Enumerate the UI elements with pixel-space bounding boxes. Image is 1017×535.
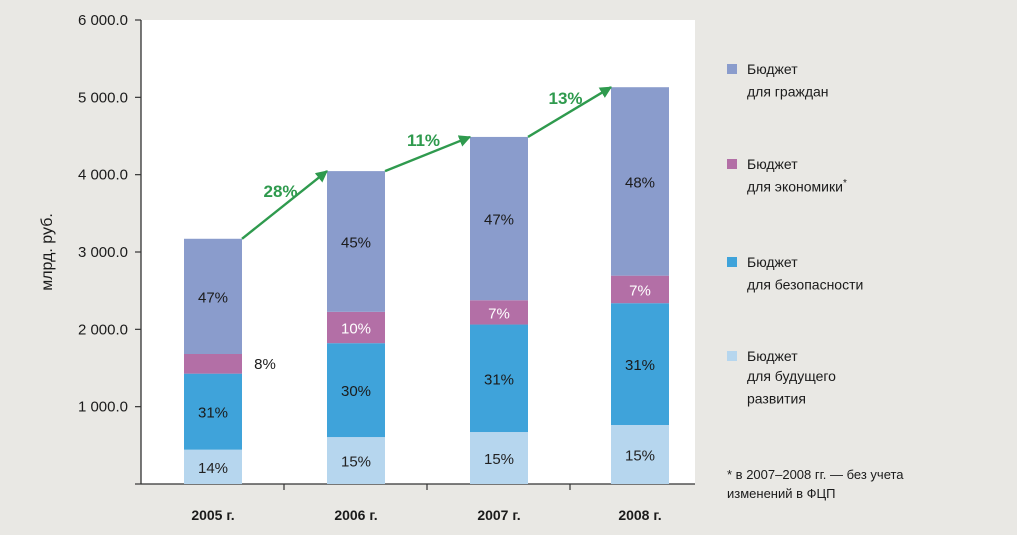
bar-segment	[327, 311, 385, 344]
bar-segment	[327, 343, 385, 438]
y-tick-label: 3 000.0	[78, 244, 128, 261]
growth-arrow	[241, 170, 328, 240]
legend-label-security: Бюджет для безопасности	[747, 254, 864, 293]
bar-data-label: 7%	[488, 305, 510, 322]
bar-segment	[611, 424, 669, 484]
bar-data-label: 15%	[625, 447, 655, 464]
growth-label: 13%	[548, 89, 582, 108]
bar-segment	[184, 449, 242, 484]
bar-segment	[470, 136, 528, 301]
legend-label-future: Бюджет для будущего развития	[747, 348, 836, 407]
bar-segment	[184, 373, 242, 450]
bar-data-label: 10%	[341, 321, 371, 338]
bar-segment	[470, 324, 528, 433]
bar-data-label: 31%	[625, 357, 655, 374]
bar-data-label: 7%	[629, 282, 651, 299]
growth-arrow	[527, 86, 613, 138]
growth-label: 11%	[407, 131, 440, 150]
bar-data-label: 47%	[198, 289, 228, 306]
x-tick-label: 2005 г.	[191, 507, 234, 523]
bar-segment	[470, 432, 528, 484]
bar-segment	[611, 275, 669, 304]
bar-segment	[184, 354, 242, 374]
y-axis-label: млрд. руб.	[39, 213, 56, 291]
bar-data-label: 15%	[484, 451, 514, 468]
bar-data-label: 8%	[254, 356, 276, 373]
y-tick-label: 2 000.0	[78, 321, 128, 338]
x-tick-label: 2008 г.	[618, 507, 661, 523]
growth-arrow	[384, 135, 472, 173]
bar-segment	[611, 303, 669, 425]
bar-segment	[611, 87, 669, 276]
y-tick-label: 4 000.0	[78, 167, 128, 184]
growth-label: 28%	[263, 182, 297, 201]
bar-data-label: 14%	[198, 460, 228, 477]
legend-swatch-security	[727, 257, 737, 267]
bar-segment	[327, 437, 385, 484]
y-tick-label: 1 000.0	[78, 399, 128, 416]
bar-data-label: 15%	[341, 454, 371, 471]
bar-data-label: 31%	[198, 405, 228, 422]
y-tick-label: 6 000.0	[78, 12, 128, 29]
bar-data-label: 47%	[484, 212, 514, 229]
legend-label-economy: Бюджет для экономики*	[747, 156, 847, 195]
bar-data-label: 31%	[484, 371, 514, 388]
x-tick-label: 2006 г.	[334, 507, 377, 523]
legend-swatch-economy	[727, 159, 737, 169]
bar-data-label: 48%	[625, 174, 655, 191]
bar-segment	[470, 300, 528, 325]
legend-label-citizens: Бюджет для граждан	[747, 61, 829, 100]
x-tick-label: 2007 г.	[477, 507, 520, 523]
bar-segment	[184, 238, 242, 355]
legend-swatch-future	[727, 351, 737, 361]
bar-segment	[327, 171, 385, 312]
bar-data-label: 30%	[341, 383, 371, 400]
bar-data-label: 45%	[341, 234, 371, 251]
footnote: * в 2007–2008 гг. — без учета изменений …	[727, 467, 904, 501]
legend-swatch-citizens	[727, 64, 737, 74]
y-tick-label: 5 000.0	[78, 89, 128, 106]
